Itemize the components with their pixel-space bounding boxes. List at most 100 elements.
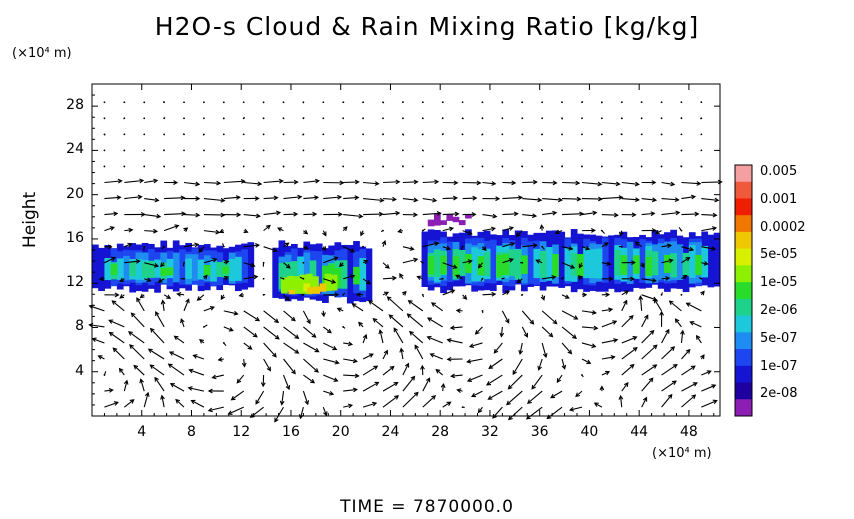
- wind-vector-head: [630, 276, 635, 282]
- x-tick-label: 12: [232, 424, 251, 440]
- wind-vector: [203, 230, 220, 234]
- wind-vector: [198, 246, 205, 253]
- wind-vector-dot: [183, 261, 185, 264]
- cloud-layer: [92, 240, 255, 293]
- wind-vector-head: [107, 244, 113, 250]
- wind-vector: [601, 181, 620, 185]
- wind-vector-head: [383, 349, 388, 355]
- wind-vector-head: [446, 356, 452, 362]
- wind-vector-dot: [421, 293, 424, 296]
- wind-vector: [601, 371, 610, 376]
- wind-vector-dot: [421, 133, 424, 136]
- wind-vector: [601, 214, 618, 216]
- wind-vector: [402, 197, 418, 201]
- wind-vector: [581, 342, 596, 348]
- wind-vector-head: [507, 384, 513, 390]
- wind-vector: [409, 331, 424, 344]
- wind-vector: [427, 317, 443, 328]
- wind-vector-head: [311, 333, 317, 338]
- wind-vector-head: [691, 394, 697, 400]
- cloud-cell: [713, 232, 721, 287]
- cloud-cell: [458, 220, 466, 226]
- wind-vector: [522, 214, 537, 217]
- cloud-cell: [216, 261, 224, 277]
- wind-vector-head: [491, 181, 497, 186]
- wind-vector-head: [224, 276, 230, 281]
- wind-vector-head: [338, 262, 344, 268]
- wind-vector-head: [628, 314, 634, 320]
- wind-vector-head: [429, 353, 435, 358]
- wind-vector-head: [272, 247, 278, 253]
- wind-vector-head: [169, 383, 175, 388]
- wind-vector-dot: [481, 277, 484, 280]
- wind-vector: [661, 211, 680, 216]
- wind-vector-head: [274, 417, 279, 423]
- wind-vector: [343, 404, 353, 408]
- wind-vector-head: [675, 210, 681, 216]
- wind-vector-head: [446, 338, 452, 343]
- wind-vector-head: [495, 196, 501, 202]
- wind-vector-head: [634, 181, 640, 187]
- wind-vector: [521, 326, 528, 338]
- wind-vector-dot: [282, 133, 285, 136]
- wind-vector: [323, 358, 339, 364]
- y-tick-label: 12: [66, 274, 84, 291]
- wind-vector-dot: [680, 229, 683, 232]
- cloud-cell: [502, 253, 510, 275]
- wind-vector-head: [450, 373, 456, 379]
- wind-vector-head: [579, 211, 585, 217]
- wind-vector: [681, 257, 690, 264]
- wind-vector: [661, 244, 671, 248]
- wind-vector-head: [440, 382, 446, 389]
- wind-vector: [681, 196, 696, 200]
- wind-vector-head: [350, 248, 356, 253]
- cloud-cell: [632, 255, 640, 274]
- wind-vector-dot: [183, 101, 185, 104]
- wind-vector-head: [446, 401, 452, 406]
- wind-vector-head: [294, 349, 300, 354]
- wind-vector: [435, 369, 444, 376]
- colorbar-swatch: [735, 332, 752, 350]
- wind-vector-head: [608, 307, 614, 313]
- cloud-cell: [359, 258, 367, 291]
- wind-vector-head: [291, 369, 296, 375]
- colorbar-swatch: [735, 349, 752, 367]
- wind-vector-head: [111, 300, 117, 305]
- wind-vector: [569, 406, 583, 411]
- wind-vector-head: [149, 327, 155, 333]
- wind-vector-head: [139, 293, 145, 299]
- wind-vector-dot: [203, 165, 205, 168]
- wind-vector: [263, 326, 280, 340]
- wind-vector-head: [651, 277, 657, 283]
- wind-vector: [283, 213, 298, 216]
- wind-vector-head: [236, 378, 242, 384]
- wind-vector: [556, 374, 563, 383]
- wind-vector: [144, 197, 159, 202]
- wind-vector: [228, 406, 244, 415]
- wind-vector-head: [685, 348, 691, 354]
- wind-vector: [661, 364, 678, 376]
- wind-vector-head: [631, 260, 636, 266]
- wind-vector-head: [391, 275, 397, 281]
- wind-vector: [522, 197, 542, 201]
- wind-vector: [467, 374, 483, 382]
- cloud-cell: [154, 259, 161, 278]
- wind-vector-dot: [401, 117, 404, 120]
- wind-vector-head: [474, 329, 480, 335]
- wind-vector-head: [575, 180, 581, 186]
- wind-vector-dot: [541, 133, 544, 136]
- cloud-cell: [527, 241, 534, 284]
- wind-vector-dot: [103, 374, 106, 376]
- wind-vector-dot: [362, 133, 364, 136]
- wind-vector-dot: [521, 165, 524, 168]
- wind-vector: [561, 358, 566, 369]
- wind-vector-head: [278, 178, 284, 184]
- cloud-cell: [707, 234, 715, 288]
- wind-vector: [422, 377, 431, 392]
- colorbar-label: 0.001: [760, 191, 798, 207]
- wind-vector: [243, 214, 260, 217]
- wind-vector: [183, 243, 199, 248]
- wind-vector-head: [241, 362, 247, 368]
- wind-vector: [255, 390, 265, 405]
- wind-vector: [322, 406, 327, 416]
